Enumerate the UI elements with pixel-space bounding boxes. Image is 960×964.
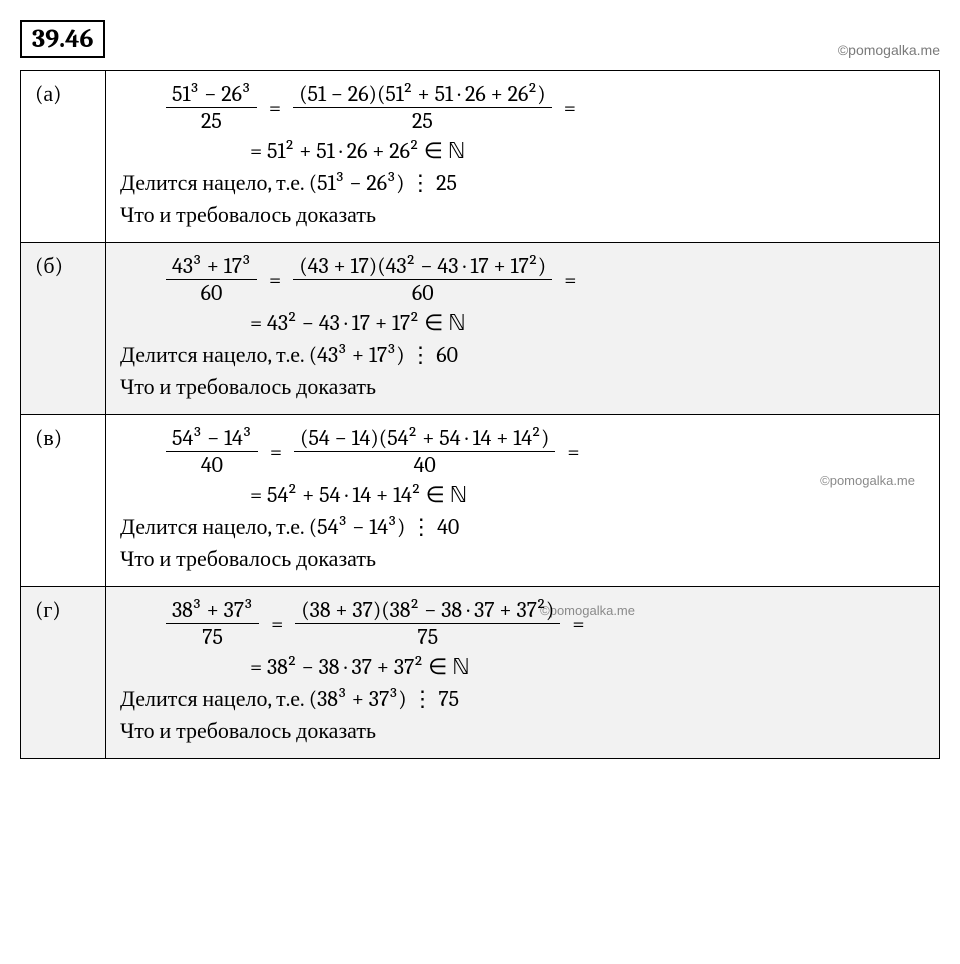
fraction: (54 − 14)(54² + 54 · 14 + 14²)40 [294,425,555,478]
equation-line-2: = 38² − 38 · 37 + 37² ∈ ℕ [250,656,925,678]
fraction-numerator: (43 + 17)(43² − 43 · 17 + 17²) [293,253,552,279]
fraction: 51³ − 26³25 [166,81,257,134]
equation-line-2: = 51² + 51 · 26 + 26² ∈ ℕ [250,140,925,162]
fraction: 54³ − 14³40 [166,425,258,478]
equals-sign: = [572,613,584,635]
fraction-numerator: 43³ + 17³ [166,253,257,279]
equals-sign: = [269,97,281,119]
fraction-denominator: 75 [411,624,444,650]
conclusion-line-1: Делится нацело, т.е. (43³ + 17³) ⋮ 60 [120,342,925,368]
table-row: (г)38³ + 37³75=(38 + 37)(38² − 38 · 37 +… [21,587,940,759]
row-body: 43³ + 17³60=(43 + 17)(43² − 43 · 17 + 17… [106,243,940,415]
conclusion-line-2: Что и требовалось доказать [120,202,925,228]
solution-table: (а)51³ − 26³25=(51 − 26)(51² + 51 · 26 +… [20,70,940,759]
math-block: 43³ + 17³60=(43 + 17)(43² − 43 · 17 + 17… [160,253,925,334]
math-block: 51³ − 26³25=(51 − 26)(51² + 51 · 26 + 26… [160,81,925,162]
equation-line-1: 43³ + 17³60=(43 + 17)(43² − 43 · 17 + 17… [160,253,925,306]
row-body: 51³ − 26³25=(51 − 26)(51² + 51 · 26 + 26… [106,71,940,243]
result-expression: = 51² + 51 · 26 + 26² ∈ ℕ [250,140,465,162]
conclusion-line-2: Что и требовалось доказать [120,718,925,744]
fraction: (38 + 37)(38² − 38 · 37 + 37²)75 [295,597,560,650]
fraction-numerator: (38 + 37)(38² − 38 · 37 + 37²) [295,597,560,623]
watermark-top: ©pomogalka.me [838,42,940,58]
fraction: (43 + 17)(43² − 43 · 17 + 17²)60 [293,253,552,306]
equals-sign: = [271,613,283,635]
equals-sign: = [564,97,576,119]
fraction: 43³ + 17³60 [166,253,257,306]
row-label: (а) [21,71,106,243]
equals-sign: = [567,441,579,463]
fraction-numerator: (51 − 26)(51² + 51 · 26 + 26²) [293,81,552,107]
conclusion-line-1: Делится нацело, т.е. (51³ − 26³) ⋮ 25 [120,170,925,196]
fraction-denominator: 75 [196,624,229,650]
fraction-numerator: 38³ + 37³ [166,597,259,623]
math-block: 38³ + 37³75=(38 + 37)(38² − 38 · 37 + 37… [160,597,925,678]
fraction-denominator: 60 [195,280,229,306]
fraction: 38³ + 37³75 [166,597,259,650]
fraction-denominator: 40 [195,452,229,478]
equation-line-2: = 54² + 54 · 14 + 14² ∈ ℕ [250,484,925,506]
equals-sign: = [270,441,282,463]
equation-line-1: 38³ + 37³75=(38 + 37)(38² − 38 · 37 + 37… [160,597,925,650]
fraction-numerator: 51³ − 26³ [166,81,257,107]
row-label: (в) [21,415,106,587]
fraction-numerator: 54³ − 14³ [166,425,258,451]
problem-number: 39.46 [20,20,105,58]
fraction-denominator: 60 [406,280,440,306]
fraction-denominator: 25 [195,108,228,134]
row-label: (б) [21,243,106,415]
row-body: 54³ − 14³40=(54 − 14)(54² + 54 · 14 + 14… [106,415,940,587]
equals-sign: = [564,269,576,291]
equation-line-1: 54³ − 14³40=(54 − 14)(54² + 54 · 14 + 14… [160,425,925,478]
conclusion-line-1: Делится нацело, т.е. (38³ + 37³) ⋮ 75 [120,686,925,712]
result-expression: = 43² − 43 · 17 + 17² ∈ ℕ [250,312,466,334]
equals-sign: = [269,269,281,291]
fraction-denominator: 40 [408,452,442,478]
equation-line-1: 51³ − 26³25=(51 − 26)(51² + 51 · 26 + 26… [160,81,925,134]
row-body: 38³ + 37³75=(38 + 37)(38² − 38 · 37 + 37… [106,587,940,759]
table-row: (а)51³ − 26³25=(51 − 26)(51² + 51 · 26 +… [21,71,940,243]
row-label: (г) [21,587,106,759]
equation-line-2: = 43² − 43 · 17 + 17² ∈ ℕ [250,312,925,334]
math-block: 54³ − 14³40=(54 − 14)(54² + 54 · 14 + 14… [160,425,925,506]
conclusion-line-1: Делится нацело, т.е. (54³ − 14³) ⋮ 40 [120,514,925,540]
header-row: 39.46 ©pomogalka.me [20,20,940,58]
table-row: (б)43³ + 17³60=(43 + 17)(43² − 43 · 17 +… [21,243,940,415]
result-expression: = 54² + 54 · 14 + 14² ∈ ℕ [250,484,467,506]
conclusion-line-2: Что и требовалось доказать [120,546,925,572]
fraction-numerator: (54 − 14)(54² + 54 · 14 + 14²) [294,425,555,451]
table-row: (в)54³ − 14³40=(54 − 14)(54² + 54 · 14 +… [21,415,940,587]
fraction-denominator: 25 [406,108,439,134]
conclusion-line-2: Что и требовалось доказать [120,374,925,400]
fraction: (51 − 26)(51² + 51 · 26 + 26²)25 [293,81,552,134]
result-expression: = 38² − 38 · 37 + 37² ∈ ℕ [250,656,470,678]
